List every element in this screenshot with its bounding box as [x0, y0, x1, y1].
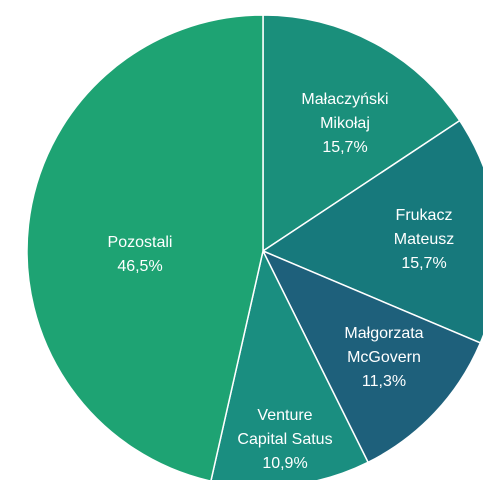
- value-label: 10,9%: [262, 455, 308, 472]
- slice: [26, 14, 264, 480]
- category-label: Pozostali: [107, 234, 173, 251]
- slice-label: Małgorzata McGovern 11,3%: [332, 322, 436, 394]
- slice-label: Venture Capital Satus 10,9%: [233, 404, 337, 476]
- slice-label: Pozostali 46,5%: [88, 231, 192, 279]
- category-label: Venture Capital Satus: [237, 407, 333, 448]
- category-label: Frukacz Mateusz: [393, 207, 455, 248]
- slice-label: Frukacz Mateusz 15,7%: [372, 204, 476, 276]
- slice: [261, 119, 483, 344]
- slice: [262, 14, 461, 253]
- category-label: Małgorzata McGovern: [344, 325, 424, 366]
- slice-label: Małaczyński Mikołaj 15,7%: [293, 88, 397, 160]
- value-label: 46,5%: [117, 258, 163, 275]
- value-label: 15,7%: [401, 255, 447, 272]
- value-label: 11,3%: [361, 373, 407, 390]
- slice: [261, 249, 482, 464]
- value-label: 15,7%: [322, 139, 368, 156]
- category-label: Małaczyński Mikołaj: [301, 91, 389, 132]
